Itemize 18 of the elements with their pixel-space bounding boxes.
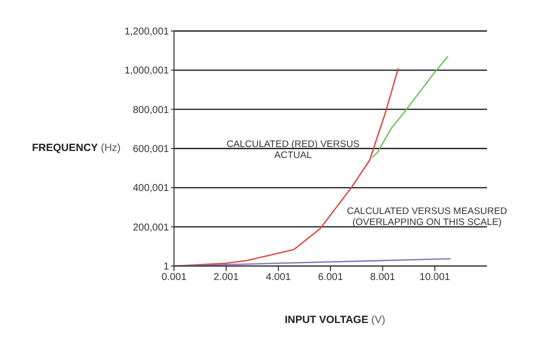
x-tick-label: 10.001 [420,272,451,284]
y-axis-title: FREQUENCY (Hz) [32,142,121,154]
x-tick-label: 0.001 [161,272,187,284]
x-axis-title: INPUT VOLTAGE (V) [284,314,386,326]
y-tick-label: 1,000,001 [124,66,170,77]
x-tick-label: 6.001 [318,272,344,284]
y-tick-label: 600,001 [132,144,170,156]
y-tick-label: 1 [163,262,170,273]
annotation: CALCULATED VERSUS MEASURED (OVERLAPPING ON THIS SCALE) [346,206,508,228]
y-tick-label: 1,200,001 [124,26,170,38]
x-tick-label: 4.001 [266,272,292,284]
x-tick-label: 8.001 [370,272,396,284]
y-tick-label: 400,001 [132,183,170,194]
y-tick-label: 200,001 [132,222,170,234]
annotation: CALCULATED (RED) VERSUS ACTUAL [226,139,360,161]
y-tick-label: 800,001 [132,104,170,116]
x-tick-label: 2.001 [214,272,240,284]
line-series [372,56,448,158]
